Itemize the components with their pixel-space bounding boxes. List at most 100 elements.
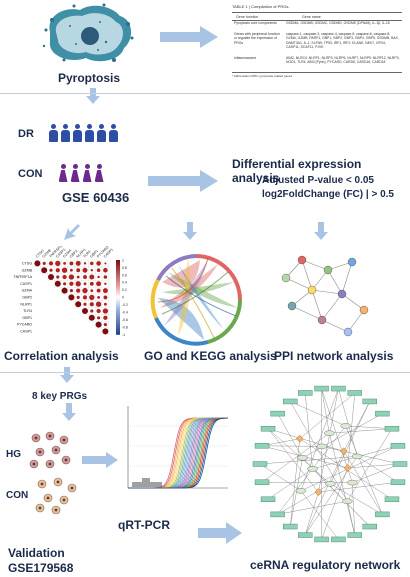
go-kegg-chord-diagram: [150, 254, 242, 346]
corr-dot: [96, 281, 102, 287]
corr-dot: [96, 268, 101, 272]
person-icon: [60, 124, 70, 142]
go-kegg-label: GO and KEGG analysis: [144, 349, 277, 363]
cerna-node: [260, 496, 276, 503]
corr-dot: [89, 294, 95, 301]
cerna-edge: [261, 433, 330, 483]
corr-row-label: CTSG: [22, 262, 32, 266]
corr-row-label: CASP1: [20, 330, 32, 334]
cerna-edge: [259, 463, 301, 492]
corr-dot: [61, 267, 68, 273]
down-arrow-icon: [183, 222, 197, 240]
corr-scale-label: -0.6: [122, 318, 128, 322]
corr-scale-label: 0: [122, 296, 124, 300]
person-icon: [70, 164, 80, 182]
cerna-edge: [321, 388, 330, 434]
prg-table: TABLE 1 | Compilation of PRGs. Gene func…: [232, 4, 402, 80]
cerna-edge: [347, 463, 401, 469]
cerna-edge: [290, 401, 346, 427]
validation-label: Validation: [8, 546, 65, 560]
corr-dot: [48, 274, 54, 280]
right-arrow-icon: [82, 452, 118, 468]
cerna-node: [331, 536, 346, 543]
corr-dot: [68, 294, 75, 301]
corr-dot: [42, 261, 46, 265]
cerna-edge: [329, 433, 356, 536]
cerna-node: [347, 390, 363, 396]
cerna-node: [297, 532, 313, 538]
corr-dot: [68, 274, 75, 280]
table-footnote: * Abbreviation PRG: pyroptosis related g…: [232, 72, 402, 78]
correlation-plot: CTSGCTSGGZMBGZMBTNFRSF1ATNFRSF1ACASP1CAS…: [13, 246, 128, 337]
cerna-edge: [267, 428, 344, 452]
corr-row-label: GBP2: [22, 296, 32, 300]
pcr-curve: [128, 417, 228, 489]
corr-dot: [48, 261, 54, 266]
cerna-node: [390, 479, 406, 485]
corr-dot: [41, 267, 48, 274]
corr-dot: [103, 302, 107, 306]
cerna-edge: [290, 438, 300, 527]
cerna-edge: [299, 392, 355, 439]
corr-scale-label: -1: [122, 333, 125, 337]
cerna-hub-node: [340, 447, 348, 456]
corr-dot: [89, 302, 94, 307]
corr-dot: [76, 288, 81, 293]
corr-dot: [54, 280, 61, 287]
cerna-node: [314, 385, 329, 392]
corr-dot: [89, 274, 95, 280]
person-icon: [48, 124, 58, 142]
corr-col-label: GZMB: [42, 248, 53, 259]
cerna-edge: [338, 388, 358, 457]
right-arrow-icon: [148, 170, 218, 192]
corr-dot: [82, 267, 88, 273]
cerna-edge: [304, 451, 344, 536]
correlation-label: Correlation analysis: [4, 349, 119, 363]
corr-row-label: PYCARD: [17, 323, 32, 327]
corr-dot: [76, 295, 80, 299]
corr-dot: [104, 282, 107, 286]
cerna-hub-node: [343, 464, 352, 472]
con2-label: CON: [6, 490, 29, 501]
cerna-node: [254, 479, 270, 485]
down-arrow-icon: [314, 222, 328, 240]
corr-scale-label: 0.2: [122, 288, 127, 292]
corr-scale-label: -0.4: [122, 311, 128, 315]
corr-col-label: CASP1: [55, 248, 66, 259]
ppi-network-diagram: [281, 255, 369, 337]
diff-analysis-title: Differential expression analysis: [232, 157, 362, 185]
gse-label: GSE 60436: [62, 190, 130, 205]
cerna-node: [351, 453, 363, 460]
corr-col-label: NLRP1: [76, 248, 87, 259]
pyroptosis-label: Pyroptosis: [58, 71, 121, 85]
corr-dot: [103, 315, 108, 320]
corr-col-label: CTSG: [35, 249, 45, 259]
corr-row-label: TNFRSF1A: [13, 275, 32, 279]
cerna-edge: [330, 401, 370, 484]
right-arrow-icon: [160, 26, 218, 48]
corr-dot: [76, 268, 81, 273]
corr-row-label: GZMB: [22, 268, 33, 272]
corr-dot: [63, 282, 67, 286]
cerna-edge: [267, 428, 319, 493]
cerna-node: [295, 488, 307, 494]
cerna-edge: [347, 392, 356, 468]
cerna-node: [390, 443, 406, 449]
con-label: CON: [18, 168, 43, 180]
corr-dot: [97, 275, 100, 279]
pyroptosis-cell-image: [42, 3, 134, 62]
corr-scale-label: 1: [122, 258, 124, 262]
corr-dot: [82, 295, 88, 300]
corr-dot: [75, 260, 81, 266]
corr-row-label: CASP1: [20, 282, 32, 286]
down-arrow-icon: [64, 222, 80, 240]
corr-dot: [103, 267, 108, 273]
person-icon: [96, 124, 106, 142]
dr-group-people: [48, 124, 118, 142]
cerna-edge: [357, 456, 399, 483]
con-cells-image: [35, 477, 77, 514]
corr-col-label: GBP1: [89, 249, 99, 259]
cerna-edge: [347, 428, 393, 502]
cerna-edge: [352, 482, 356, 536]
corr-dot: [75, 281, 81, 287]
